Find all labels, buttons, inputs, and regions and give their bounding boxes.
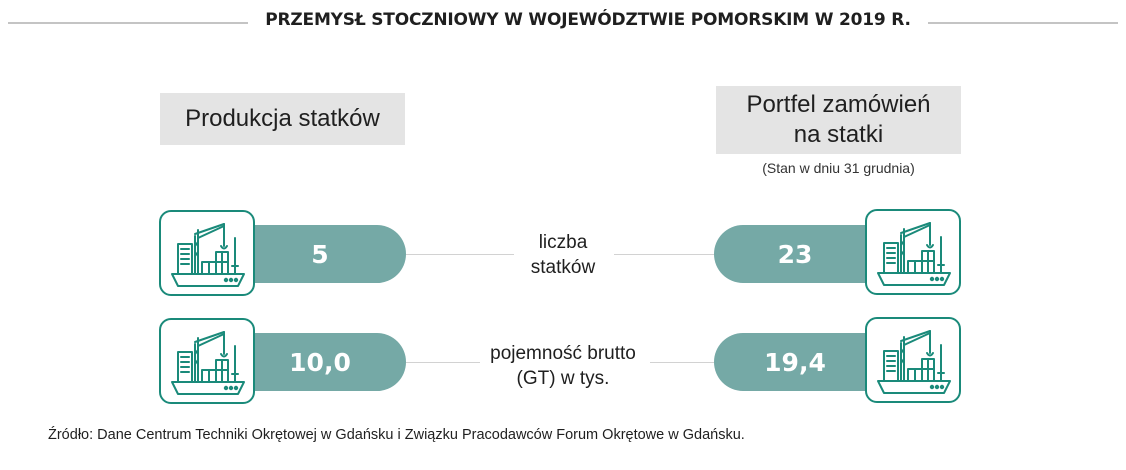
title-row: PRZEMYSŁ STOCZNIOWY W WOJEWÓDZTWIE POMOR…	[0, 8, 1126, 36]
source-note: Źródło: Dane Centrum Techniki Okrętowej …	[48, 427, 745, 443]
column-header-orders: Portfel zamówień na statki	[716, 86, 961, 154]
title-rule-right	[928, 22, 1118, 24]
chart-title: PRZEMYSŁ STOCZNIOWY W WOJEWÓDZTWIE POMOR…	[265, 10, 911, 30]
orders-value: 23	[777, 239, 813, 269]
orders-value-pill: 19,4	[714, 333, 880, 391]
metric-label-line1: pojemność brutto	[490, 343, 636, 364]
ship-with-crane-icon	[865, 209, 961, 295]
ship-with-crane-icon	[865, 317, 961, 403]
metric-label: pojemność brutto (GT) w tys.	[480, 341, 646, 391]
column-header-production: Produkcja statków	[160, 93, 405, 145]
ship-with-crane-icon	[159, 318, 255, 404]
connector-line	[650, 362, 714, 363]
metric-label: liczba statków	[480, 230, 646, 280]
ship-with-crane-icon	[159, 210, 255, 296]
metric-label-line1: liczba	[538, 232, 588, 253]
connector-line	[614, 254, 714, 255]
metric-label-line2: statków	[530, 257, 596, 278]
column-label-production: Produkcja statków	[185, 105, 380, 132]
production-value-pill: 5	[240, 225, 406, 283]
orders-value: 19,4	[764, 347, 826, 377]
connector-line	[406, 362, 480, 363]
column-label-orders-line1: Portfel zamówień	[746, 91, 931, 118]
orders-note: (Stan w dniu 31 grudnia)	[762, 160, 915, 176]
production-value-pill: 10,0	[240, 333, 406, 391]
production-value: 10,0	[289, 347, 351, 377]
title-rule-left	[8, 22, 248, 24]
connector-line	[406, 254, 514, 255]
metric-label-line2: (GT) w tys.	[516, 368, 610, 389]
production-value: 5	[311, 239, 329, 269]
orders-value-pill: 23	[714, 225, 880, 283]
column-label-orders-line2: na statki	[793, 121, 884, 148]
